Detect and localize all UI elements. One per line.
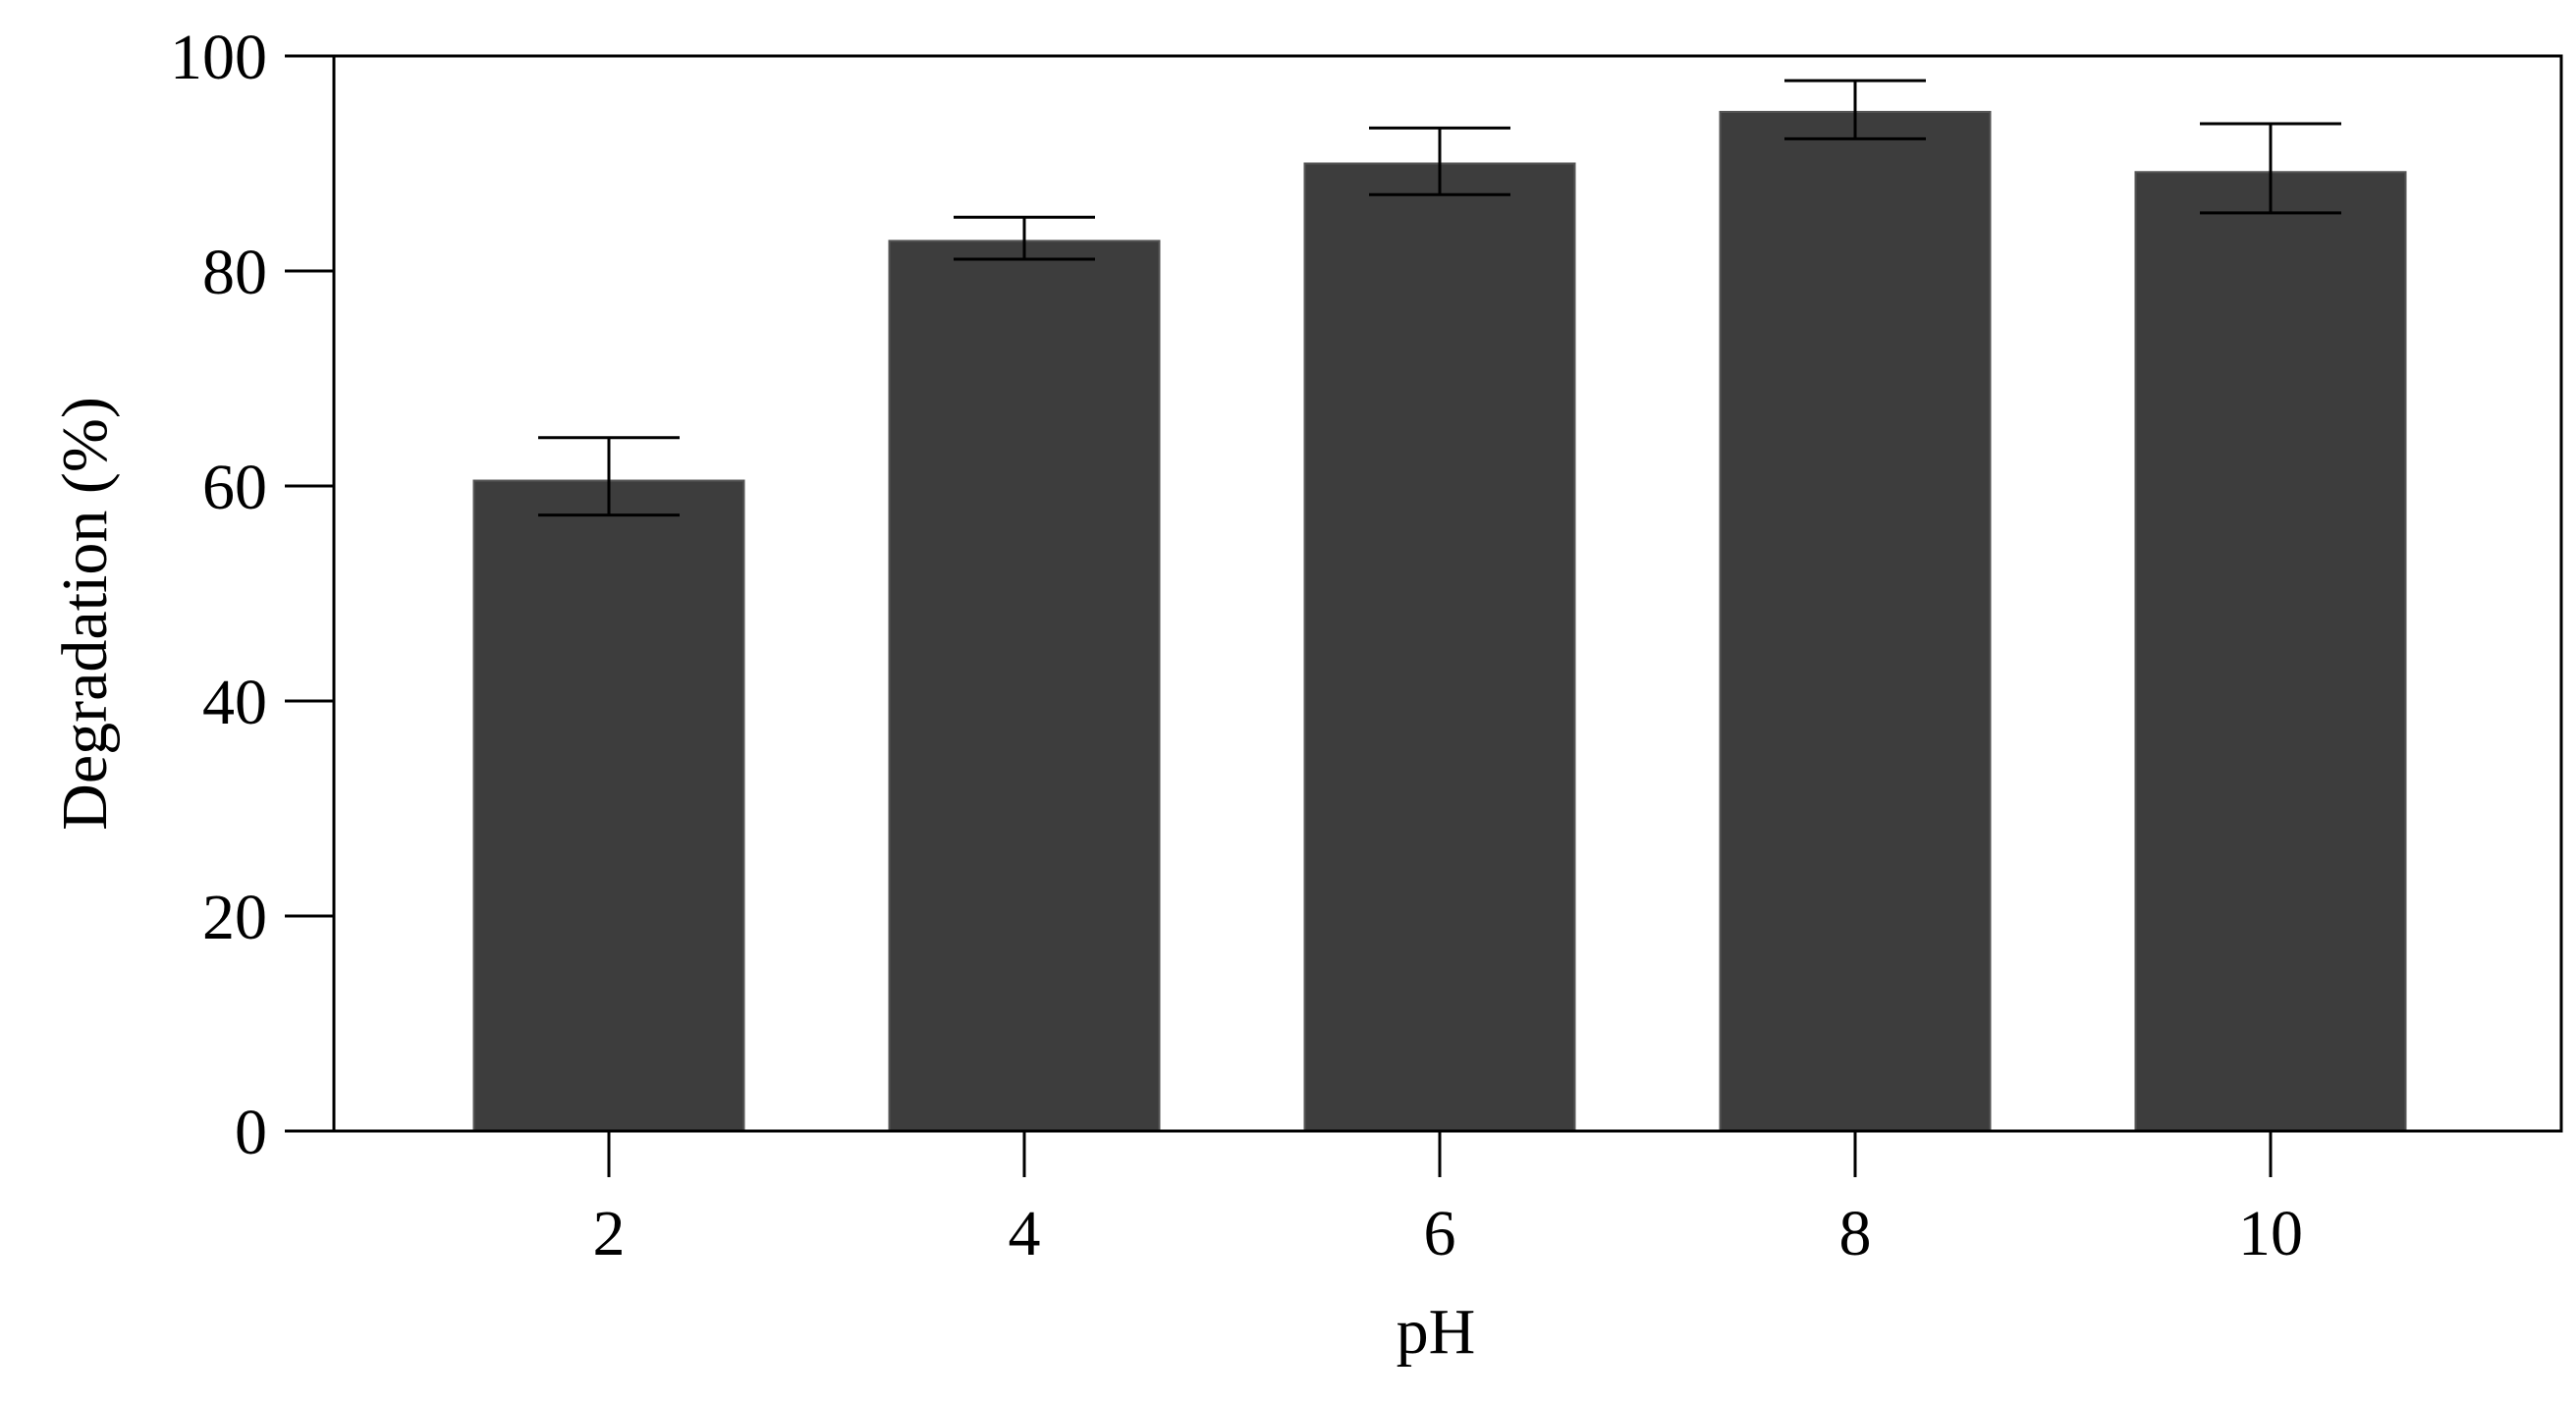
y-axis-title: Degradation (%)	[49, 397, 121, 831]
error-bars-layer	[538, 79, 2341, 517]
y-tick-label-20: 20	[202, 882, 267, 953]
y-tick-label-60: 60	[202, 452, 267, 523]
x-tick-label-6: 6	[1424, 1198, 1456, 1269]
x-tick-label-4: 4	[1009, 1198, 1041, 1269]
y-axis: 0 20 40 60 80 100	[170, 22, 334, 1168]
x-axis-title: pH	[1397, 1296, 1476, 1368]
bars-layer	[472, 110, 2407, 1133]
x-tick-label-8: 8	[1839, 1198, 1872, 1269]
y-tick-label-40: 40	[202, 667, 267, 738]
y-tick-label-0: 0	[235, 1097, 267, 1168]
bar-ph-4	[888, 240, 1161, 1132]
bar-ph-6	[1303, 162, 1576, 1132]
x-tick-label-10: 10	[2238, 1198, 2303, 1269]
bar-ph-8	[1719, 110, 1992, 1133]
y-tick-label-80: 80	[202, 237, 267, 308]
x-axis: 2 4 6 8 10	[285, 1129, 2561, 1269]
bar-ph-10	[2134, 171, 2407, 1132]
x-tick-label-2: 2	[593, 1198, 626, 1269]
y-tick-label-100: 100	[170, 22, 267, 93]
bar-ph-2	[472, 479, 745, 1132]
